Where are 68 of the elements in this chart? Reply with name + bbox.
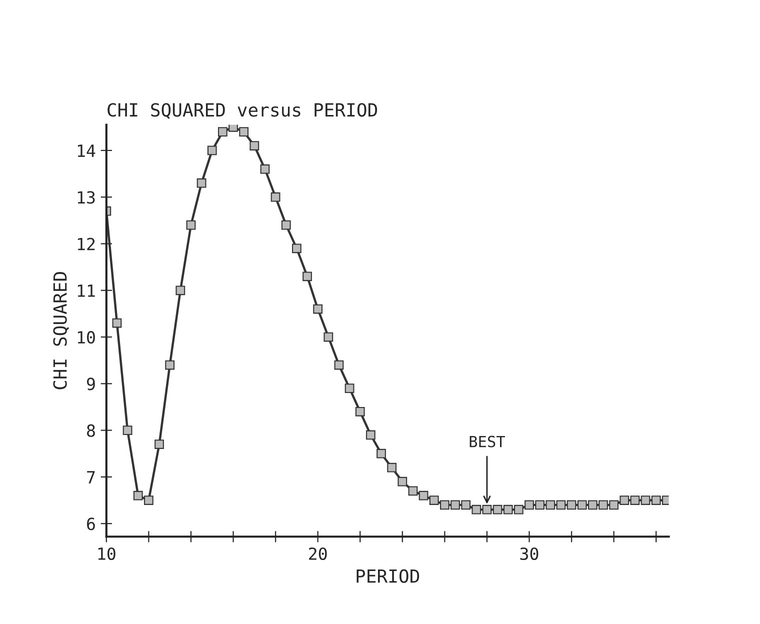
point bbox=[302, 272, 312, 282]
point bbox=[207, 146, 217, 156]
point bbox=[514, 504, 524, 514]
x-tick-label: 20 bbox=[309, 547, 327, 560]
point bbox=[112, 318, 122, 328]
point bbox=[376, 448, 386, 458]
point bbox=[196, 178, 206, 188]
annotation: BEST bbox=[470, 436, 506, 448]
point bbox=[598, 500, 608, 510]
point bbox=[588, 500, 598, 510]
y-tick-label: 7 bbox=[87, 471, 95, 484]
point bbox=[620, 496, 630, 505]
x-axis-title: PERIOD bbox=[356, 569, 420, 583]
point bbox=[492, 504, 502, 514]
point bbox=[418, 490, 428, 500]
point bbox=[472, 504, 482, 514]
x-tick-label: 10 bbox=[98, 547, 116, 560]
point bbox=[440, 500, 450, 510]
point bbox=[630, 496, 640, 505]
point bbox=[577, 500, 587, 510]
point bbox=[482, 504, 492, 514]
point bbox=[640, 496, 650, 505]
point bbox=[398, 476, 408, 486]
point bbox=[503, 504, 513, 514]
y-tick-label: 13 bbox=[78, 191, 95, 204]
point bbox=[165, 360, 175, 370]
point bbox=[355, 406, 365, 416]
point bbox=[556, 500, 566, 510]
point bbox=[260, 164, 270, 174]
point bbox=[609, 500, 619, 510]
point bbox=[313, 304, 323, 314]
point bbox=[250, 141, 260, 150]
point bbox=[334, 360, 344, 370]
point bbox=[366, 430, 376, 440]
point bbox=[186, 220, 196, 230]
point bbox=[324, 332, 334, 342]
point bbox=[461, 500, 471, 510]
point bbox=[429, 496, 439, 505]
point bbox=[344, 384, 354, 394]
point bbox=[270, 192, 280, 202]
y-axis-title: CHI SQUARED bbox=[53, 272, 69, 390]
point bbox=[566, 500, 576, 510]
point bbox=[281, 220, 291, 230]
point bbox=[239, 127, 249, 136]
point bbox=[133, 490, 143, 500]
point bbox=[408, 486, 418, 496]
y-tick-label: 11 bbox=[78, 284, 95, 297]
point bbox=[546, 500, 556, 510]
point bbox=[651, 496, 661, 505]
point bbox=[228, 124, 238, 132]
point bbox=[535, 500, 545, 510]
point bbox=[292, 244, 302, 254]
y-tick-label: 10 bbox=[78, 331, 95, 344]
y-tick-label: 9 bbox=[86, 378, 95, 390]
x-tick-label: 30 bbox=[520, 547, 538, 560]
y-tick-label: 14 bbox=[78, 144, 96, 157]
point bbox=[154, 440, 164, 449]
y-tick-label: 6 bbox=[87, 518, 95, 530]
y-tick-label: 8 bbox=[87, 424, 95, 437]
chart-title: CHI SQUARED versus PERIOD bbox=[108, 103, 378, 119]
point bbox=[122, 426, 132, 435]
point bbox=[450, 500, 460, 510]
point bbox=[218, 127, 228, 136]
point bbox=[524, 500, 534, 510]
point bbox=[387, 462, 397, 472]
point bbox=[176, 286, 186, 296]
y-tick-label: 12 bbox=[78, 238, 95, 250]
point bbox=[144, 496, 154, 505]
